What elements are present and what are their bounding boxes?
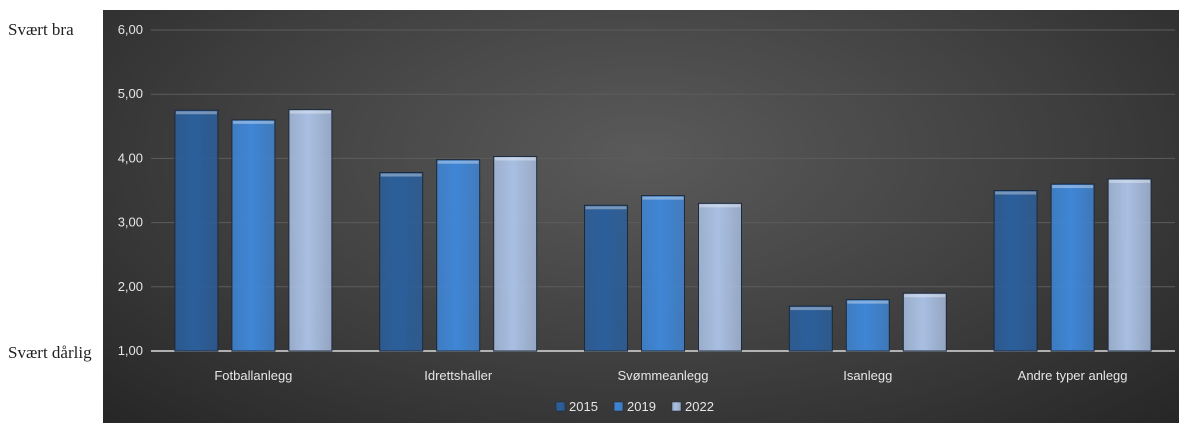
bar-2015-1 [379,172,424,352]
scale-top-label: Svært bra [8,20,74,39]
y-tick-label: 2,00 [118,279,143,294]
bar-2022-1 [493,155,538,352]
bar-2015-4 [993,190,1038,352]
legend-label: 2015 [569,399,598,414]
category-label: Fotballanlegg [214,368,292,383]
y-tick-label: 3,00 [118,215,143,230]
legend-swatch-2019 [613,401,624,412]
legend-swatch-2015 [555,401,566,412]
bar-highlight [289,110,331,114]
bar-2022-4 [1107,178,1152,352]
bar-highlight [437,160,479,164]
category-label: Andre typer anlegg [1018,368,1128,383]
bar-chart: 1,00 2,00 3,00 4,00 5,00 6,00 Fotballanlegg Id… [118,22,1175,414]
category-label: Idrettshaller [424,368,493,383]
chart-panel: 1,00 2,00 3,00 4,00 5,00 6,00 Fotballanlegg Id… [103,10,1179,423]
legend-label: 2022 [685,399,714,414]
bar-2019-4 [1050,183,1095,352]
category-label: Svømmeanlegg [617,368,708,383]
bar-highlight [232,120,274,124]
bar-highlight [1052,185,1094,189]
scale-bottom-label: Svært dårlig [8,343,92,362]
category-label: Isanlegg [843,368,892,383]
bar-2015-0 [174,109,219,352]
bar-highlight [175,111,217,115]
bar-2022-3 [902,292,947,352]
legend-swatch-2022 [671,401,682,412]
bar-highlight [1109,179,1151,183]
legend-label: 2019 [627,399,656,414]
bar-2019-3 [845,299,890,352]
bars [174,109,1152,352]
bar-highlight [380,173,422,177]
bar-highlight [790,307,832,311]
bar-2015-3 [788,305,833,352]
bar-highlight [847,300,889,304]
y-tick-label: 1,00 [118,343,143,358]
y-axis-ticks: 1,00 2,00 3,00 4,00 5,00 6,00 [118,22,143,358]
bar-2019-0 [231,119,276,352]
x-axis-labels: Fotballanlegg Idrettshaller Svømmeanlegg Is… [214,368,1127,383]
bar-highlight [904,294,946,298]
y-tick-label: 6,00 [118,22,143,37]
bar-2019-1 [436,159,481,352]
bar-highlight [494,157,536,161]
bar-2015-2 [584,204,628,352]
legend: 2015 2019 2022 [555,399,714,414]
bar-2022-2 [698,202,742,352]
bar-highlight [642,196,684,200]
bar-highlight [995,191,1037,195]
y-tick-label: 5,00 [118,86,143,101]
bar-2022-0 [288,109,333,352]
y-tick-label: 4,00 [118,150,143,165]
bar-highlight [699,204,741,208]
bar-2019-2 [641,195,685,352]
bar-highlight [585,206,627,210]
